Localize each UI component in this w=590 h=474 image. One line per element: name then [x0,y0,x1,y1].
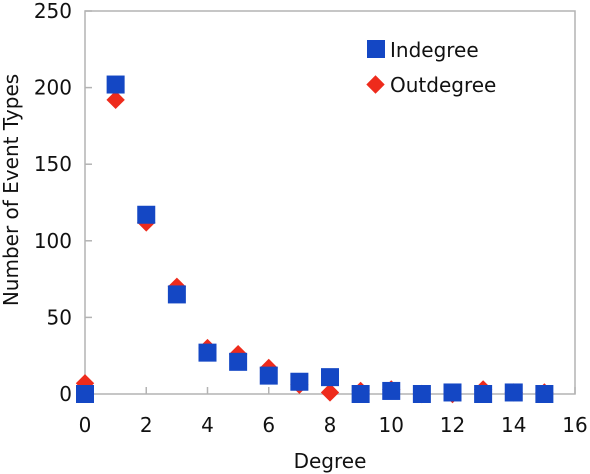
indegree-point [321,368,339,387]
indegree-point [167,285,186,304]
legend-marker-indegree [367,40,385,58]
y-tick-label: 50 [47,305,72,329]
indegree-point [198,343,217,362]
x-axis-title: Degree [294,449,367,473]
outdegree-point [106,90,125,110]
x-tick-label: 6 [262,413,275,437]
indegree-point [535,385,554,403]
legend-marker-outdegree [366,75,385,94]
indegree-point [504,383,523,402]
y-tick-label: 200 [34,76,72,100]
outdegree-point [320,383,340,402]
y-tick-label: 0 [59,382,72,406]
x-tick-label: 16 [562,413,587,437]
indegree-point [382,381,401,400]
x-tick-label: 14 [501,413,526,437]
x-axis-ticks: 0 2 4 6 8 10 12 14 16 [79,387,588,437]
y-tick-label: 100 [34,229,72,253]
legend: Indegree Outdegree [366,38,496,97]
x-tick-label: 10 [379,413,404,437]
indegree-point [412,385,431,403]
x-tick-label: 0 [79,413,92,437]
plot-frame [84,10,576,395]
y-axis-ticks: 0 50 100 150 200 250 [34,0,92,406]
legend-label-indegree: Indegree [390,38,479,62]
x-tick-label: 8 [324,413,337,437]
indegree-point [351,385,370,403]
legend-label-outdegree: Outdegree [390,73,496,97]
indegree-point [76,385,94,403]
indegree-point [290,372,309,391]
indegree-point [229,352,248,371]
indegree-point [443,383,462,402]
y-tick-label: 250 [34,0,72,23]
indegree-point [106,75,125,94]
data-points [75,75,554,404]
indegree-point [137,205,156,224]
y-tick-label: 150 [34,152,72,176]
indegree-point [259,366,278,385]
x-tick-label: 2 [140,413,153,437]
x-tick-label: 4 [201,413,214,437]
x-tick-label: 12 [440,413,465,437]
y-axis-title: Number of Event Types [0,74,23,306]
indegree-point [474,385,493,403]
